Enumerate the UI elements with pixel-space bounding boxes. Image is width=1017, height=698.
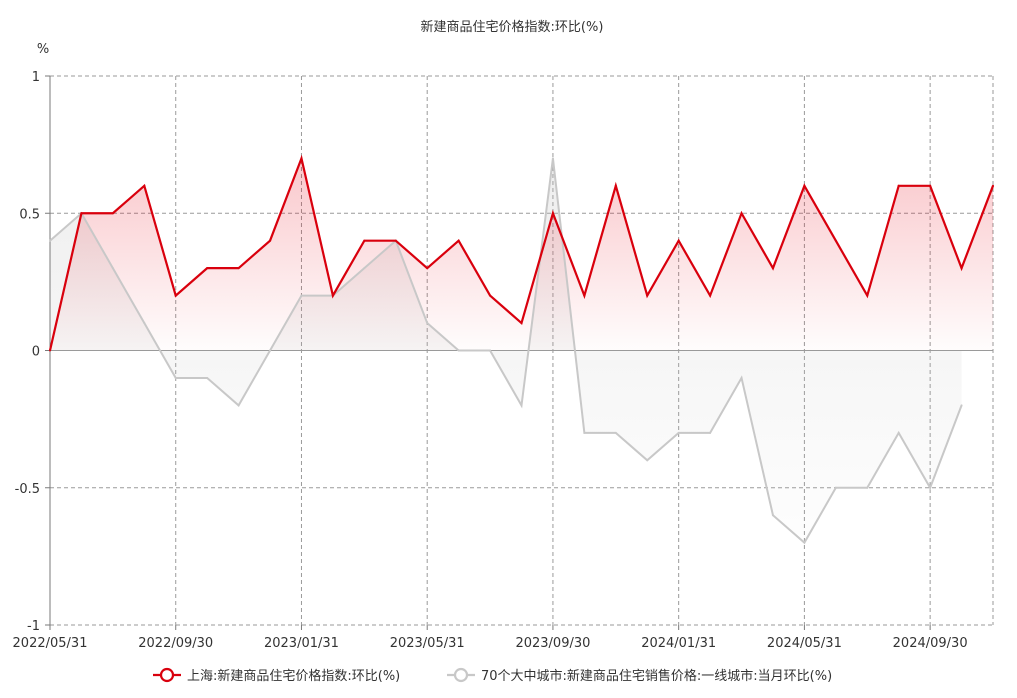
- series-0-point-21: [709, 294, 712, 297]
- series-1-point-2: [111, 267, 114, 270]
- y-tick-label: -1: [27, 619, 40, 634]
- legend-item-1[interactable]: 70个大中城市:新建商品住宅销售价格:一线城市:当月环比(%): [447, 667, 832, 684]
- series-0-point-9: [331, 294, 334, 297]
- series-0-point-30: [992, 184, 994, 187]
- series-1-point-21: [709, 431, 712, 434]
- series-1-point-25: [834, 486, 837, 489]
- y-tick-label: 0.5: [19, 207, 40, 222]
- series-0-point-2: [111, 212, 114, 215]
- x-tick-label: 2023/05/31: [390, 636, 465, 651]
- series-1-point-8: [300, 294, 303, 297]
- legend-item-0[interactable]: 上海:新建商品住宅价格指数:环比(%): [153, 667, 400, 684]
- series-0-point-0: [49, 349, 51, 352]
- series-1-point-6: [237, 404, 240, 407]
- series-1-point-22: [740, 376, 743, 379]
- y-tick-label: 1: [32, 70, 40, 85]
- series-1-point-0: [49, 239, 51, 242]
- series-1-point-19: [646, 459, 649, 462]
- series-1-point-27: [897, 431, 900, 434]
- legend-label-0: 上海:新建商品住宅价格指数:环比(%): [187, 668, 400, 684]
- series-1-point-10: [363, 267, 366, 270]
- series-1-point-28: [929, 486, 932, 489]
- x-tick-label: 2023/09/30: [515, 636, 590, 651]
- series-0-point-6: [237, 267, 240, 270]
- x-tick-label: 2024/05/31: [767, 636, 842, 651]
- series-1-point-17: [583, 431, 586, 434]
- series-1-point-4: [174, 376, 177, 379]
- y-tick-label: 0: [32, 345, 40, 360]
- series-0-point-5: [206, 267, 209, 270]
- legend[interactable]: 上海:新建商品住宅价格指数:环比(%) 70个大中城市:新建商品住宅销售价格:一线…: [153, 667, 832, 684]
- series-0-point-1: [80, 212, 83, 215]
- series-lines: [48, 154, 995, 545]
- series-0-point-26: [866, 294, 869, 297]
- y-axis-unit: %: [37, 42, 49, 57]
- x-tick-label: 2023/01/31: [264, 636, 339, 651]
- x-tick-label: 2024/09/30: [893, 636, 968, 651]
- series-0-point-17: [583, 294, 586, 297]
- series-0-point-14: [489, 294, 492, 297]
- series-0-point-3: [143, 184, 146, 187]
- series-1-point-14: [489, 349, 492, 352]
- legend-marker-icon-1: [453, 667, 469, 683]
- series-1-point-3: [143, 322, 146, 325]
- series-0-point-24: [803, 184, 806, 187]
- series-0-point-25: [834, 239, 837, 242]
- series-0-point-15: [520, 322, 523, 325]
- series-1-point-26: [866, 486, 869, 489]
- series-0-point-28: [929, 184, 932, 187]
- series-1-point-16: [551, 157, 554, 160]
- series-1-line: [49, 158, 963, 545]
- series-0-point-29: [960, 267, 963, 270]
- y-tick-label: -0.5: [15, 482, 40, 497]
- legend-marker-icon-0: [159, 667, 175, 683]
- series-0-point-12: [426, 267, 429, 270]
- series-0-point-18: [614, 184, 617, 187]
- series-1-point-7: [269, 349, 272, 352]
- series-0-point-16: [551, 212, 554, 215]
- series-1-point-13: [457, 349, 460, 352]
- series-0-point-11: [394, 239, 397, 242]
- chart-title: 新建商品住宅价格指数:环比(%): [421, 19, 604, 35]
- series-1-point-23: [771, 514, 774, 517]
- series-1-point-24: [803, 541, 806, 544]
- series-0-point-23: [771, 267, 774, 270]
- series-0-point-20: [677, 239, 680, 242]
- series-0-area: [50, 158, 993, 351]
- series-0-point-4: [174, 294, 177, 297]
- series-1-point-5: [206, 376, 209, 379]
- series-1-point-29: [960, 404, 963, 407]
- y-tick-labels: 1 0.5 0 -0.5 -1: [15, 70, 40, 634]
- series-0-point-19: [646, 294, 649, 297]
- series-1-point-12: [426, 322, 429, 325]
- legend-label-1: 70个大中城市:新建商品住宅销售价格:一线城市:当月环比(%): [481, 668, 832, 684]
- series-1-point-20: [677, 431, 680, 434]
- series-0-point-8: [300, 157, 303, 160]
- x-tick-label: 2024/01/31: [641, 636, 716, 651]
- series-1-point-18: [614, 431, 617, 434]
- x-tick-labels: 2022/05/31 2022/09/30 2023/01/31 2023/05/31…: [13, 636, 968, 651]
- series-1-point-15: [520, 404, 523, 407]
- series-0-point-22: [740, 212, 743, 215]
- x-tick-label: 2022/05/31: [13, 636, 88, 651]
- series-0-point-10: [363, 239, 366, 242]
- series-0-point-27: [897, 184, 900, 187]
- series-0-point-7: [269, 239, 272, 242]
- x-tick-label: 2022/09/30: [138, 636, 213, 651]
- series-0-point-13: [457, 239, 460, 242]
